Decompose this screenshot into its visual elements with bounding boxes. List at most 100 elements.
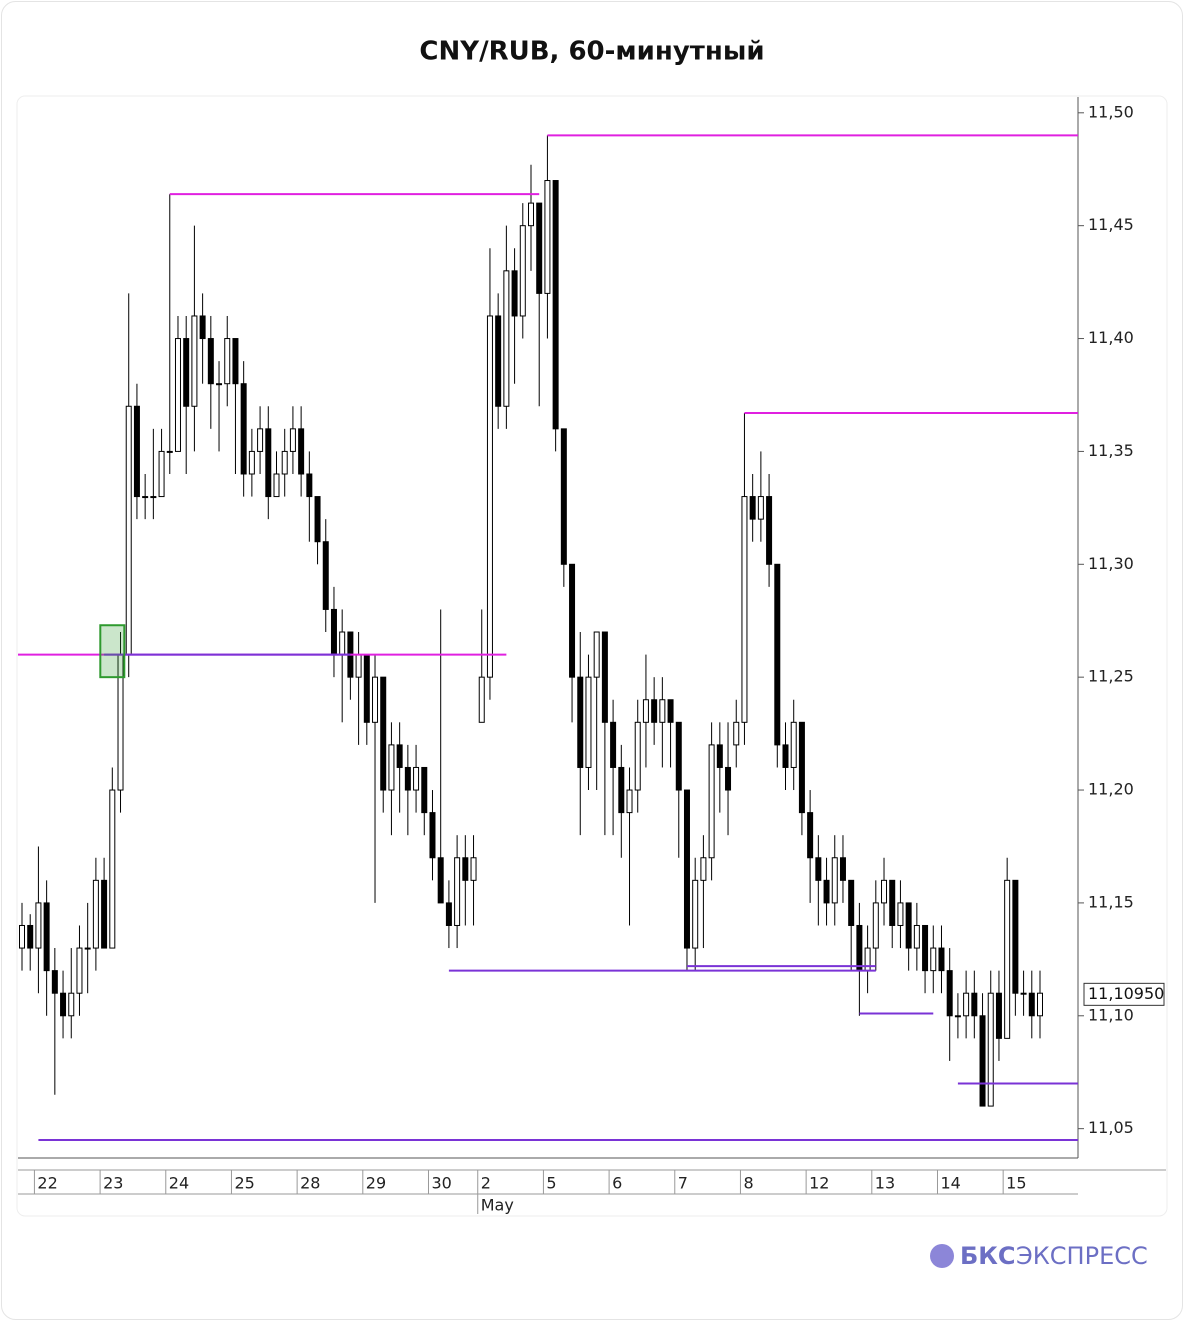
y-tick-label: 11,40	[1088, 328, 1134, 347]
candle-body	[322, 541, 329, 610]
candle-body	[92, 879, 99, 949]
x-tick-label: 7	[678, 1174, 688, 1193]
candle-body	[593, 631, 600, 678]
candle-body	[380, 676, 387, 791]
y-tick-label: 11,15	[1088, 892, 1134, 911]
last-price-box	[1083, 982, 1165, 1006]
candle-body	[544, 180, 551, 294]
candle-body	[1020, 992, 1027, 995]
candle-body	[429, 812, 436, 859]
candle-body	[700, 857, 707, 881]
candle-body	[536, 202, 543, 294]
candle-body	[790, 721, 797, 768]
candle-body	[224, 338, 231, 385]
y-tick-label: 11,30	[1088, 554, 1134, 573]
candle-body	[823, 879, 830, 904]
candle-body	[289, 428, 296, 452]
candle-body	[1028, 992, 1035, 1017]
candle-body	[486, 315, 493, 678]
candle-body	[60, 992, 67, 1017]
candle-body	[626, 789, 633, 814]
candle-body	[708, 744, 715, 859]
candle-body	[618, 766, 625, 814]
candle-body	[560, 428, 567, 565]
candle-body	[897, 902, 904, 926]
candle-body	[675, 721, 682, 791]
candle-body	[954, 1015, 961, 1018]
candle-body	[528, 202, 534, 227]
candle-body	[692, 879, 699, 949]
candle-body	[938, 947, 945, 972]
brand-rest: ЭКСПРЕСС	[1016, 1242, 1148, 1270]
candle-body	[478, 676, 485, 723]
candle-body	[831, 857, 838, 904]
month-label: May	[481, 1196, 514, 1215]
candle-body	[51, 970, 58, 994]
y-tick-label: 11,25	[1088, 667, 1134, 686]
candle-body	[199, 315, 206, 340]
candle-body	[1012, 879, 1019, 994]
y-tick-label: 11,05	[1088, 1118, 1134, 1137]
candle-body	[922, 924, 929, 972]
candle-body	[363, 654, 370, 723]
candle-body	[995, 992, 1002, 1039]
logo-mark	[930, 1244, 954, 1268]
candle-body	[330, 608, 337, 656]
candle-body	[240, 383, 247, 475]
candle-body	[495, 315, 502, 407]
candle-body	[462, 857, 469, 881]
x-tick-label: 30	[431, 1174, 451, 1193]
candle-body	[749, 496, 756, 520]
y-tick-label: 11,35	[1088, 441, 1134, 460]
candle-body	[109, 789, 116, 949]
candle-body	[642, 699, 649, 723]
candle-body	[848, 879, 855, 926]
candle-body	[856, 924, 863, 972]
x-tick-label: 25	[234, 1174, 254, 1193]
candle-body	[667, 699, 674, 723]
candle-body	[757, 496, 764, 520]
highlight-box	[99, 624, 126, 679]
candle-body	[733, 721, 740, 746]
candle-body	[683, 789, 690, 949]
candle-body	[232, 338, 239, 385]
candle-body	[798, 721, 805, 814]
candle-body	[659, 699, 666, 723]
candle-body	[158, 450, 165, 498]
candle-body	[183, 338, 190, 407]
candle-body	[248, 450, 255, 475]
candle-body	[741, 496, 748, 723]
x-tick-label: 8	[743, 1174, 753, 1193]
candle-body	[511, 270, 518, 317]
x-tick-label: 13	[875, 1174, 895, 1193]
candle-body	[454, 857, 461, 926]
candle-body	[207, 338, 214, 385]
x-tick-label: 28	[300, 1174, 320, 1193]
candle-body	[585, 676, 592, 768]
chart-title: CNY/RUB, 60-минутный	[419, 37, 764, 67]
candle-body	[76, 947, 83, 994]
candle-body	[437, 857, 444, 904]
candle-body	[766, 496, 773, 565]
candle-body	[125, 405, 132, 656]
candle-body	[306, 473, 313, 498]
candle-body	[35, 902, 42, 949]
candle-body	[519, 225, 526, 317]
candle-body	[191, 315, 198, 407]
candle-body	[396, 744, 403, 768]
candle-body	[503, 270, 510, 407]
candle-body	[905, 902, 912, 949]
candle-body	[404, 766, 411, 791]
x-tick-label: 5	[546, 1174, 556, 1193]
candle-body	[601, 631, 608, 723]
x-tick-label: 23	[103, 1174, 123, 1193]
candle-body	[19, 924, 25, 949]
candle-body	[839, 857, 846, 881]
candle-body	[101, 879, 108, 949]
candle-body	[634, 721, 641, 791]
candle-body	[421, 766, 428, 814]
candle-body	[413, 766, 420, 791]
x-tick-label: 29	[366, 1174, 386, 1193]
candle-body	[930, 947, 937, 972]
x-tick-label: 14	[940, 1174, 960, 1193]
